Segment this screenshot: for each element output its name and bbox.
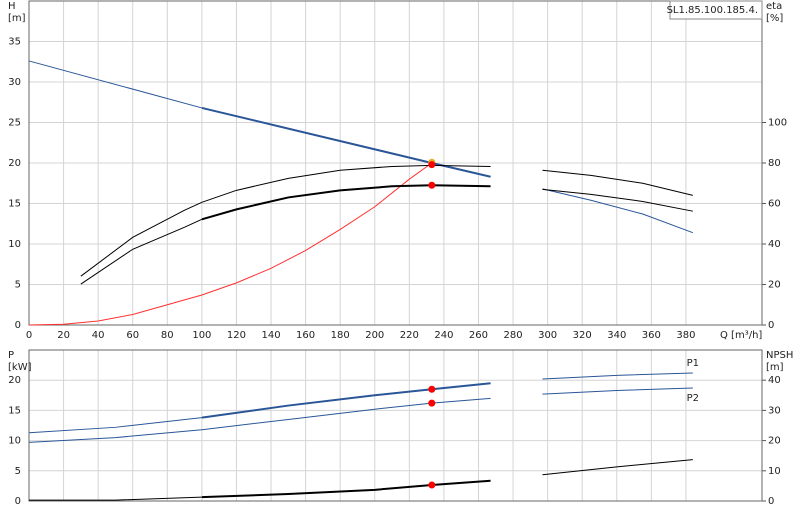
x-tick-label: 60: [126, 330, 139, 341]
curve: [542, 387, 693, 395]
curve: [201, 106, 491, 178]
plot-frame: [28, 0, 763, 326]
y2-tick-label: 0: [768, 320, 774, 331]
x-tick-label: 260: [469, 330, 488, 341]
y-tick-label: 5: [15, 466, 21, 477]
x-tick-label: 300: [538, 330, 557, 341]
x-axis-label: Q [m³/h]: [720, 330, 762, 341]
x-tick-label: 80: [161, 330, 174, 341]
curve: [28, 60, 203, 109]
y2-tick-label: 40: [768, 239, 781, 250]
y2-axis-label: eta: [766, 1, 782, 12]
curve: [28, 162, 433, 326]
y-tick-label: 0: [15, 320, 21, 331]
duty-point: [428, 399, 436, 407]
x-tick-label: 140: [261, 330, 280, 341]
x-tick-label: 120: [227, 330, 246, 341]
x-tick-label: 180: [331, 330, 350, 341]
y-tick-label: 30: [8, 77, 21, 88]
x-tick-label: 320: [573, 330, 592, 341]
x-tick-label: 340: [607, 330, 626, 341]
curve: [542, 188, 693, 212]
x-tick-label: 240: [434, 330, 453, 341]
y-axis-label: H: [8, 1, 16, 12]
y2-tick-label: 80: [768, 158, 781, 169]
y-tick-label: 35: [8, 37, 21, 48]
curve: [542, 372, 693, 380]
curve: [201, 184, 491, 221]
y-axis-label: P: [8, 350, 14, 361]
y2-tick-label: 20: [768, 280, 781, 291]
y-axis-unit: [kW]: [8, 362, 32, 373]
y2-tick-label: 60: [768, 199, 781, 210]
x-tick-label: 160: [296, 330, 315, 341]
y2-tick-label: 0: [768, 496, 774, 507]
y2-tick-label: 100: [768, 118, 787, 129]
y2-tick-label: 20: [768, 436, 781, 447]
x-tick-label: 40: [92, 330, 105, 341]
x-tick-label: 100: [192, 330, 211, 341]
curve: [28, 417, 202, 434]
x-tick-label: 200: [365, 330, 384, 341]
curve: [80, 164, 491, 277]
duty-point: [428, 385, 436, 393]
curve: [80, 218, 203, 285]
duty-point: [428, 181, 436, 189]
y-tick-label: 5: [15, 280, 21, 291]
y-tick-label: 15: [8, 405, 21, 416]
curve: [201, 382, 491, 419]
y-axis-unit: [m]: [8, 13, 26, 24]
x-tick-label: 360: [642, 330, 661, 341]
curve: [542, 188, 694, 234]
y2-axis-label: NPSH: [766, 350, 793, 361]
x-tick-label: 220: [400, 330, 419, 341]
x-tick-label: 380: [676, 330, 695, 341]
y-tick-label: 10: [8, 239, 21, 250]
duty-point: [428, 481, 436, 489]
y-tick-label: 10: [8, 436, 21, 447]
y2-tick-label: 40: [768, 375, 781, 386]
y2-axis-unit: [%]: [766, 13, 783, 24]
y-tick-label: 25: [8, 118, 21, 129]
curve: [29, 496, 202, 501]
curve-label: P1: [687, 358, 699, 369]
y2-tick-label: 30: [768, 405, 781, 416]
curve: [201, 479, 491, 499]
y-tick-label: 0: [15, 496, 21, 507]
curve: [542, 459, 693, 476]
y-tick-label: 20: [8, 375, 21, 386]
x-tick-label: 0: [26, 330, 32, 341]
curve: [542, 169, 693, 196]
x-tick-label: 20: [57, 330, 70, 341]
y2-tick-label: 10: [768, 466, 781, 477]
x-tick-label: 280: [504, 330, 523, 341]
y2-axis-unit: [m]: [766, 362, 784, 373]
title-box: [669, 0, 763, 20]
curve-label: P2: [687, 393, 699, 404]
y-tick-label: 15: [8, 199, 21, 210]
plot-frame: [28, 349, 763, 502]
chart-title: SL1.85.100.185.4.: [667, 5, 758, 16]
duty-point: [428, 161, 436, 169]
y-tick-label: 20: [8, 158, 21, 169]
